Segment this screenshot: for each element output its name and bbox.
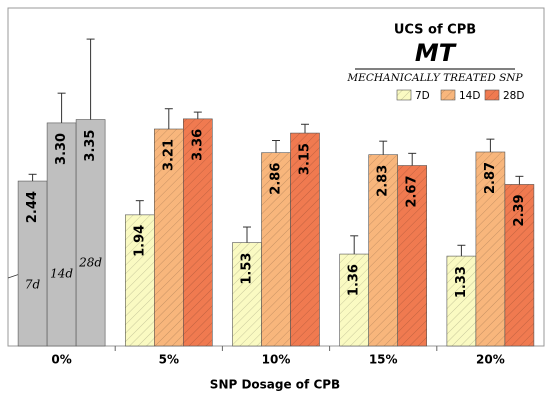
bar-hatch — [290, 133, 320, 346]
bar-hatch — [368, 154, 398, 346]
value-label: 2.39 — [512, 194, 527, 226]
value-label: 2.67 — [405, 175, 420, 207]
bar-hatch — [397, 165, 427, 346]
legend-label: 14D — [459, 90, 480, 102]
value-label: 2.87 — [483, 162, 498, 194]
value-label: 1.94 — [132, 225, 147, 257]
value-label: 1.33 — [454, 266, 469, 298]
value-label: 2.86 — [269, 163, 284, 195]
bar — [17, 180, 48, 347]
bar-hatch — [504, 184, 534, 346]
bar — [75, 119, 106, 347]
x-axis-label: SNP Dosage of CPB — [210, 378, 340, 392]
annotation: 14d — [50, 267, 73, 281]
annotation: 28d — [78, 256, 102, 270]
legend-title: MECHANICALLY TREATED SNP — [346, 72, 523, 84]
bar-hatch — [339, 254, 369, 346]
legend-label: 28D — [503, 90, 524, 102]
value-label: 3.21 — [161, 139, 176, 171]
annotation: 7d — [25, 278, 41, 292]
value-label: 3.35 — [83, 130, 98, 162]
x-tick-label: 20% — [476, 353, 505, 367]
legend-label: 7D — [415, 90, 430, 102]
bar-hatch — [446, 256, 476, 346]
value-label: 1.36 — [347, 264, 362, 296]
x-tick-label: 5% — [159, 353, 179, 367]
bar-hatch — [232, 242, 262, 346]
legend-swatch-hatch — [441, 90, 455, 100]
bar-hatch — [125, 214, 155, 346]
x-tick-label: 15% — [369, 353, 398, 367]
value-label: 2.83 — [376, 165, 391, 197]
value-label: 3.30 — [54, 133, 69, 165]
legend-swatch-hatch — [485, 90, 499, 100]
x-tick-label: 10% — [262, 353, 291, 367]
chart-subtitle: MT — [415, 39, 457, 67]
value-label: 3.15 — [298, 143, 313, 175]
bar-hatch — [154, 129, 184, 346]
value-label: 1.53 — [240, 253, 255, 285]
bar-hatch — [183, 118, 213, 346]
x-tick-label: 0% — [51, 353, 71, 367]
bar-hatch — [261, 152, 291, 346]
bar-hatch — [475, 151, 505, 346]
legend-swatch-hatch — [397, 90, 411, 100]
chart-title: UCS of CPB — [394, 23, 476, 38]
value-label: 2.44 — [25, 191, 40, 223]
value-label: 3.36 — [190, 129, 205, 161]
